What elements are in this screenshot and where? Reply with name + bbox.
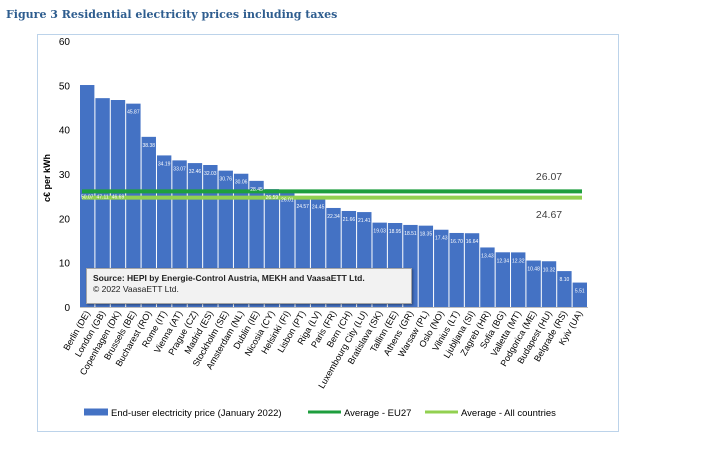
y-tick-label: 60: [59, 37, 71, 48]
value-label: 13.43: [481, 253, 494, 259]
figure-title: Figure 3 Residential electricity prices …: [6, 8, 338, 21]
source-note: Source: HEPI by Energie-Control Austria,…: [86, 268, 412, 304]
average-lines: 26.07 24.67: [82, 171, 582, 221]
value-label: 32.46: [189, 169, 202, 175]
value-label: 16.70: [450, 239, 463, 245]
y-axis: 0 10 20 30 40 50 60: [59, 37, 588, 314]
value-label: 12.34: [497, 258, 510, 264]
value-label: 10.48: [527, 267, 540, 273]
y-tick-label: 40: [59, 126, 71, 137]
value-label: 32.03: [204, 171, 217, 177]
average-eu27-label: 26.07: [536, 171, 562, 183]
value-label: 18.51: [404, 231, 417, 237]
value-label: 47.11: [97, 194, 109, 200]
value-label: 10.32: [543, 267, 556, 273]
y-tick-label: 0: [64, 303, 70, 314]
value-label: 8.10: [560, 277, 570, 283]
value-label: 30.76: [219, 177, 232, 183]
legend-entry-label: End-user electricity price (January 2022…: [111, 408, 282, 419]
bar-29: [511, 252, 526, 307]
chart-frame: [37, 34, 619, 432]
bar-4: [126, 103, 141, 307]
bar-27: [480, 247, 495, 307]
copyright-line: © 2022 VaasaETT Ltd.: [93, 284, 179, 294]
bar-24: [434, 229, 449, 307]
value-label: 50.07: [81, 194, 94, 200]
average-all-label: 24.67: [536, 209, 562, 221]
y-tick-label: 30: [59, 170, 71, 181]
value-label: 18.35: [420, 232, 433, 238]
legend-all-swatch: [425, 410, 458, 414]
bar-28: [495, 252, 511, 307]
y-tick-label: 10: [59, 259, 71, 270]
value-label: 26.59: [266, 195, 279, 201]
value-label: 18.95: [389, 229, 402, 235]
y-axis-label: c€ per kWh: [42, 154, 52, 202]
value-label: 12.32: [512, 258, 525, 264]
bar-25: [449, 232, 464, 307]
bar-33: [572, 282, 587, 307]
value-label: 21.66: [343, 217, 356, 223]
value-label: 24.45: [312, 205, 325, 211]
bar-32: [557, 271, 572, 307]
value-label: 34.19: [158, 161, 171, 167]
value-label: 38.38: [143, 143, 156, 149]
value-label: 46.69: [112, 194, 125, 200]
y-tick-label: 50: [59, 81, 71, 92]
value-label: 45.87: [127, 110, 140, 116]
source-line: Source: HEPI by Energie-Control Austria,…: [93, 273, 365, 283]
x-tick-labels: Berlin (DE)London (GB)Copenhagen (DK)Bru…: [61, 309, 584, 390]
value-label: 26.01: [281, 198, 294, 204]
bar-2: [95, 98, 110, 308]
bar-31: [541, 261, 557, 307]
bar-26: [464, 233, 480, 307]
legend-bar-swatch: [84, 408, 108, 416]
legend-entry-label: Average - EU27: [344, 408, 411, 419]
bar-3: [110, 100, 126, 307]
value-label: 30.06: [235, 180, 248, 186]
bar-30: [526, 260, 541, 307]
legend-eu27-swatch: [308, 410, 341, 414]
value-label: 19.03: [373, 229, 386, 235]
bar-5: [141, 136, 156, 307]
value-label: 17.43: [435, 236, 448, 242]
value-label: 28.45: [250, 187, 263, 193]
value-label: 21.41: [358, 218, 371, 224]
value-label: 5.51: [575, 289, 585, 295]
value-label: 24.57: [296, 204, 309, 210]
value-label: 22.34: [327, 214, 340, 220]
value-label: 16.64: [466, 239, 479, 245]
y-tick-label: 20: [59, 214, 71, 225]
value-label: 33.07: [173, 166, 186, 172]
bar-23: [418, 225, 434, 307]
legend-entry-label: Average - All countries: [461, 408, 556, 419]
legend: End-user electricity price (January 2022…: [84, 408, 556, 419]
